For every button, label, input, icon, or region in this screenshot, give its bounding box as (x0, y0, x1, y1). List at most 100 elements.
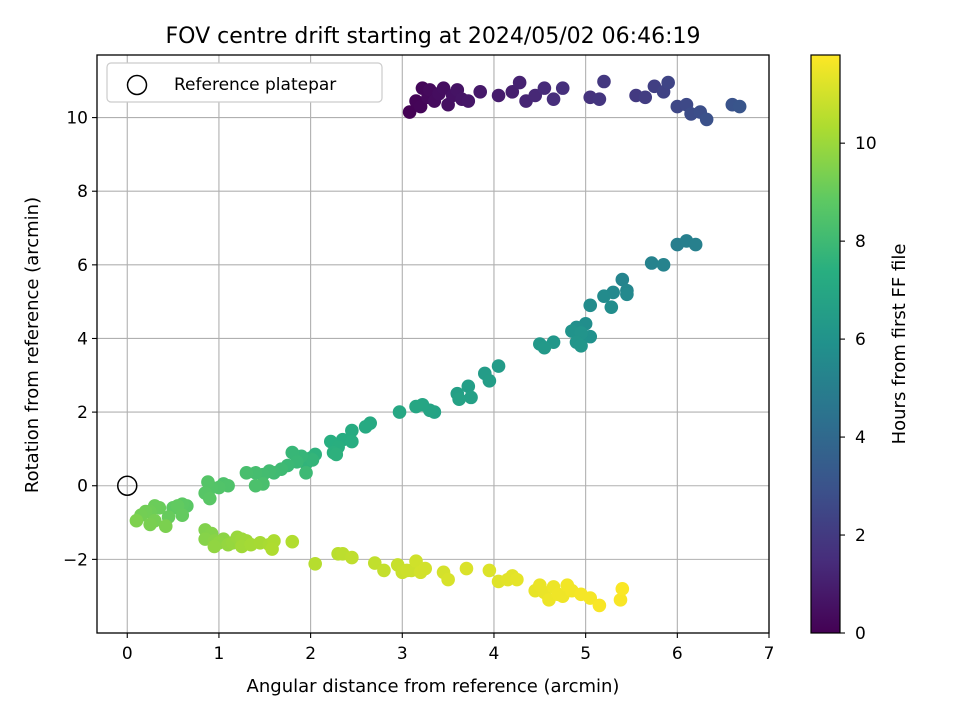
data-point (491, 359, 506, 373)
data-point (402, 105, 417, 119)
y-axis-label: Rotation from reference (arcmin) (22, 197, 43, 493)
data-point (143, 517, 157, 532)
data-point (201, 475, 215, 489)
data-point (129, 513, 144, 528)
data-point (239, 466, 254, 480)
colorbar-tick-label: 2 (855, 526, 866, 546)
data-point (461, 94, 476, 108)
y-tick-label: −2 (63, 550, 88, 570)
data-point (345, 434, 359, 449)
data-point (583, 591, 598, 605)
data-point (345, 423, 359, 438)
data-point (392, 405, 407, 419)
data-point (305, 453, 320, 467)
data-point (644, 256, 659, 270)
data-point (464, 390, 478, 405)
data-point (613, 593, 628, 607)
data-point (592, 92, 607, 106)
data-point (308, 556, 322, 571)
data-point (604, 300, 619, 314)
x-axis-ticks: 0 1 2 3 4 5 6 7 (122, 633, 775, 664)
data-point (409, 554, 423, 569)
colorbar-tick-label: 0 (855, 624, 866, 644)
data-point (207, 539, 222, 554)
x-tick-label: 4 (489, 644, 500, 664)
data-point (175, 508, 190, 522)
x-tick-label: 7 (764, 644, 775, 664)
y-axis-ticks: −2 0 2 4 6 8 10 (63, 109, 97, 570)
y-tick-label: 2 (77, 403, 88, 423)
data-point (202, 491, 217, 506)
y-tick-label: 10 (66, 109, 88, 129)
data-point (482, 563, 497, 578)
data-point (413, 99, 428, 114)
data-point (473, 85, 488, 99)
data-point (555, 81, 570, 95)
data-point (285, 534, 300, 549)
data-point (615, 582, 630, 596)
colorbar-ticks: 0 2 4 6 8 10 (840, 134, 877, 644)
data-point (661, 75, 675, 90)
colorbar-gradient (810, 54, 841, 634)
data-point (377, 563, 391, 578)
data-point (265, 542, 279, 556)
data-point (574, 339, 588, 353)
data-point (482, 374, 497, 388)
legend-marker (126, 74, 148, 96)
data-point (418, 561, 433, 576)
colorbar-tick-label: 8 (855, 232, 866, 252)
legend-entry-reference-platepar: Reference platepar (174, 75, 336, 95)
legend: Reference platepar (106, 62, 383, 103)
data-points (129, 74, 747, 613)
x-tick-label: 2 (305, 644, 316, 664)
data-point (597, 74, 611, 89)
y-tick-label: 8 (77, 182, 88, 202)
y-tick-label: 0 (77, 477, 88, 497)
data-point (620, 287, 634, 302)
colorbar-label: Hours from first FF file (889, 244, 910, 445)
data-point (615, 272, 630, 287)
data-point (512, 75, 527, 90)
data-point (546, 92, 561, 106)
data-point (688, 237, 703, 252)
data-point (409, 399, 423, 414)
data-point (537, 340, 552, 355)
x-tick-label: 3 (397, 644, 408, 664)
data-point (583, 298, 598, 313)
data-point (345, 550, 359, 565)
chart-title: FOV centre drift starting at 2024/05/02 … (166, 24, 701, 49)
legend-box (106, 62, 383, 103)
colorbar-tick-label: 6 (855, 330, 866, 350)
data-point (656, 258, 671, 272)
data-point (367, 556, 382, 570)
data-point (452, 392, 466, 407)
data-point (592, 598, 607, 613)
data-point (158, 519, 173, 534)
plot-frame (96, 54, 770, 634)
colorbar: 0 2 4 6 8 10 Hours from first FF file (810, 54, 910, 644)
colorbar-tick-label: 4 (855, 428, 866, 448)
data-point (441, 572, 455, 587)
data-point (528, 88, 543, 103)
reference-platepar-marker (117, 475, 138, 496)
data-point (699, 112, 714, 127)
x-tick-label: 6 (672, 644, 683, 664)
data-point (358, 420, 373, 434)
x-axis-label: Angular distance from reference (arcmin) (247, 676, 620, 697)
data-point (299, 466, 313, 480)
data-point (329, 447, 344, 462)
data-point (505, 85, 520, 99)
data-point (459, 561, 474, 576)
data-point (248, 478, 263, 493)
y-tick-label: 4 (77, 329, 88, 349)
grid-lines (97, 55, 770, 633)
colorbar-tick-label: 10 (855, 134, 877, 154)
data-point (436, 81, 451, 95)
x-tick-label: 1 (214, 644, 225, 664)
y-tick-label: 6 (77, 256, 88, 276)
data-point (597, 289, 611, 303)
data-point (732, 99, 747, 114)
data-point (537, 81, 552, 95)
data-point (491, 88, 506, 103)
